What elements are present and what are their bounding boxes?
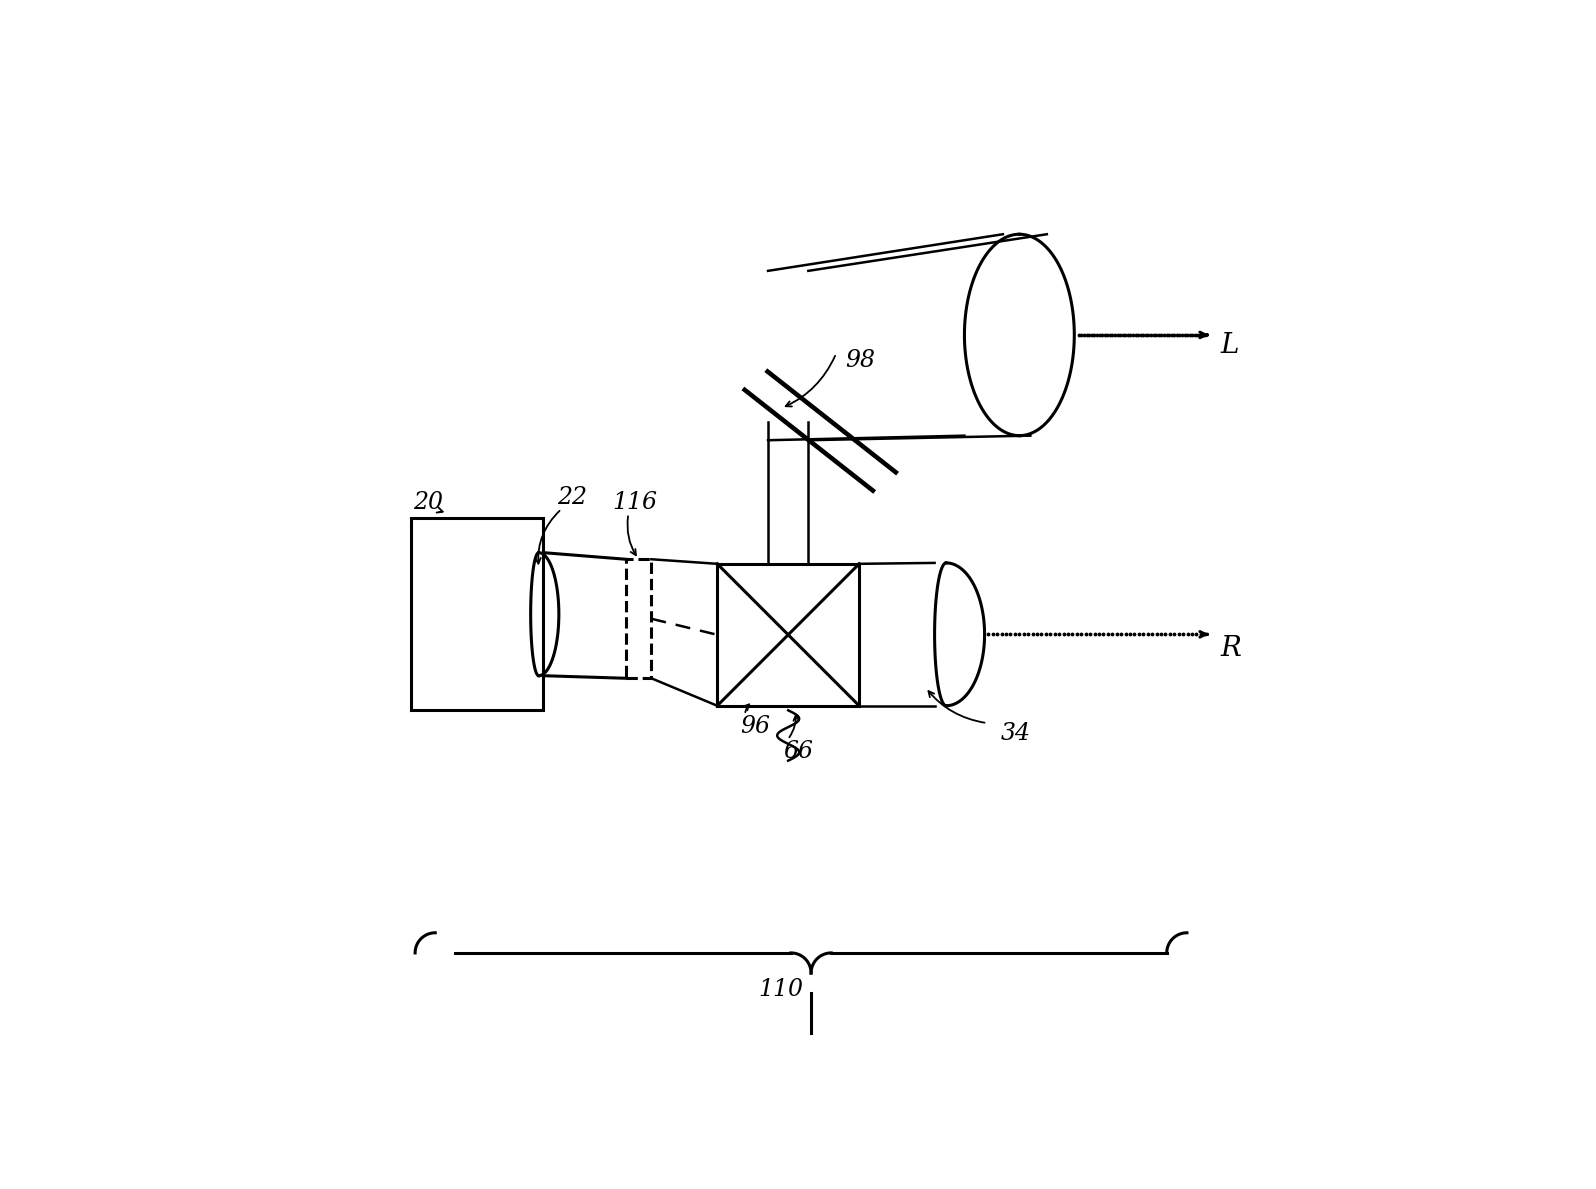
Text: 20: 20 (413, 491, 444, 514)
Text: R: R (1221, 635, 1242, 661)
Text: L: L (1221, 333, 1238, 359)
Text: 98: 98 (846, 350, 876, 372)
Text: 22: 22 (557, 486, 587, 509)
Text: 34: 34 (1001, 722, 1031, 744)
Text: 66: 66 (784, 740, 812, 763)
Text: 96: 96 (741, 716, 771, 738)
Bar (717, 564, 859, 706)
Text: 116: 116 (611, 491, 658, 514)
Text: 110: 110 (758, 979, 803, 1001)
Bar (410, 518, 543, 710)
Bar (626, 559, 651, 678)
